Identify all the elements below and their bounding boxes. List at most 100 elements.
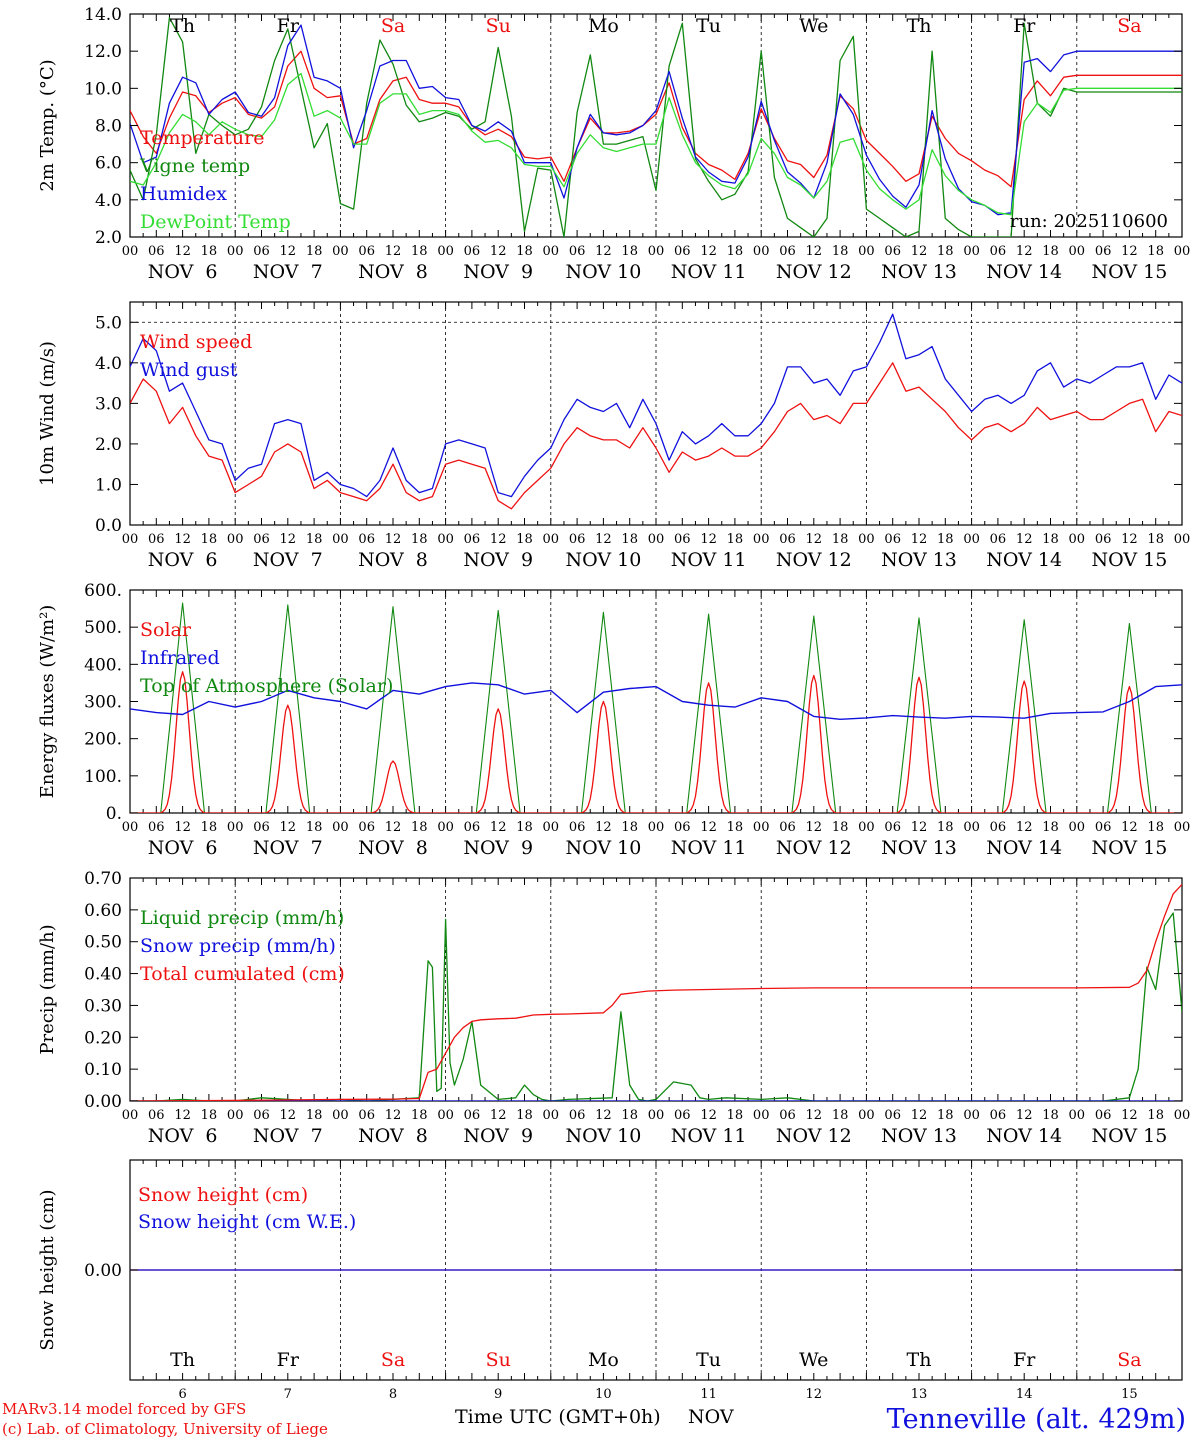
x-hour-label: 18 <box>411 820 428 835</box>
y-tick-label: 500. <box>84 618 122 638</box>
x-date-label: NOV 12 <box>776 549 852 571</box>
x-hour-label: 06 <box>253 1108 270 1123</box>
x-hour-label: 06 <box>1095 1108 1112 1123</box>
x-hour-label: 06 <box>884 1108 901 1123</box>
x-hour-label: 12 <box>174 820 191 835</box>
x-hour-label: 12 <box>280 820 297 835</box>
y-tick-label: 0.40 <box>84 965 122 985</box>
x-hour-label: 12 <box>806 244 823 259</box>
y-tick-label: 0.30 <box>84 996 122 1016</box>
legend-entry: Infrared <box>140 647 220 669</box>
x-hour-label: 00 <box>332 532 349 547</box>
weekday-label: Th <box>907 15 932 37</box>
x-hour-label: 18 <box>832 820 849 835</box>
x-hour-label: 06 <box>674 244 691 259</box>
weekday-label: Th <box>170 1349 195 1371</box>
x-hour-label: 18 <box>832 1108 849 1123</box>
y-tick-label: 14.0 <box>84 5 122 25</box>
x-hour-label: 18 <box>937 532 954 547</box>
x-hour-label: 00 <box>227 820 244 835</box>
x-hour-label: 12 <box>1016 820 1033 835</box>
x-hour-label: 18 <box>306 820 323 835</box>
x-hour-label: 12 <box>806 1108 823 1123</box>
temperatureline <box>130 50 1182 188</box>
wind-speedline <box>130 362 1182 510</box>
x-date-label: NOV 15 <box>1091 549 1167 571</box>
day-number: 7 <box>284 1387 292 1402</box>
x-hour-label: 12 <box>700 820 717 835</box>
weekday-label: Fr <box>277 15 300 37</box>
y-tick-label: 4.0 <box>95 354 122 374</box>
day-number: 8 <box>389 1387 397 1402</box>
weekday-label: We <box>799 15 828 37</box>
x-hour-label: 18 <box>937 1108 954 1123</box>
x-date-label: NOV 7 <box>253 261 323 283</box>
x-date-label: NOV 7 <box>253 837 323 859</box>
x-hour-label: 18 <box>201 1108 218 1123</box>
x-hour-label: 00 <box>122 1108 139 1123</box>
legend-entry: Solar <box>140 619 192 641</box>
x-hour-label: 12 <box>806 532 823 547</box>
y-tick-label: 0.00 <box>84 1261 122 1281</box>
x-hour-label: 06 <box>884 820 901 835</box>
legend-entry: Liquid precip (mm/h) <box>140 907 344 929</box>
x-hour-label: 18 <box>832 244 849 259</box>
x-hour-label: 00 <box>437 820 454 835</box>
x-hour-label: 18 <box>201 244 218 259</box>
x-axis-title: Time UTC (GMT+0h) <box>455 1406 661 1428</box>
x-hour-label: 18 <box>306 1108 323 1123</box>
y-axis-label: Precip (mm/h) <box>37 924 58 1054</box>
plot-frame <box>129 301 1183 526</box>
x-date-label: NOV 10 <box>565 1125 641 1147</box>
x-hour-label: 06 <box>884 532 901 547</box>
x-hour-label: 00 <box>963 1108 980 1123</box>
x-date-label: NOV 13 <box>881 549 957 571</box>
x-hour-label: 00 <box>858 532 875 547</box>
x-hour-label: 12 <box>700 1108 717 1123</box>
x-hour-label: 06 <box>779 1108 796 1123</box>
x-date-label: NOV 15 <box>1091 837 1167 859</box>
x-hour-label: 00 <box>543 532 560 547</box>
weekday-label: Sa <box>1117 15 1141 37</box>
day-number: 13 <box>911 1387 928 1402</box>
x-hour-label: 06 <box>148 820 165 835</box>
x-date-label: NOV 6 <box>148 549 218 571</box>
x-hour-label: 12 <box>174 244 191 259</box>
weekday-label: Mo <box>588 15 619 37</box>
x-hour-label: 18 <box>516 1108 533 1123</box>
weekday-label: Sa <box>1117 1349 1141 1371</box>
panel-wind: 0.0 1.0 2.0 3.0 4.0 5.0 10m Wind (m/s) 00 06 12 18… <box>37 301 1190 571</box>
x-hour-label: 12 <box>490 820 507 835</box>
footer: MARv3.14 model forced by GFS (c) Lab. of … <box>2 1400 1186 1438</box>
day-number: 10 <box>595 1387 612 1402</box>
x-date-label: NOV 7 <box>253 1125 323 1147</box>
x-hour-label: 00 <box>753 820 770 835</box>
y-tick-label: 6.0 <box>95 154 122 174</box>
x-hour-label: 12 <box>911 244 928 259</box>
legend-entry: DewPoint Temp <box>140 211 291 233</box>
y-tick-label: 8.0 <box>95 117 122 137</box>
legend-entry: Temperature <box>140 127 264 149</box>
x-hour-label: 00 <box>648 532 665 547</box>
y-tick-label: 0.50 <box>84 933 122 953</box>
x-hour-label: 00 <box>858 244 875 259</box>
day-number: 12 <box>806 1387 823 1402</box>
x-hour-label: 00 <box>122 532 139 547</box>
y-axis-label: 10m Wind (m/s) <box>37 341 58 486</box>
x-hour-label: 12 <box>385 1108 402 1123</box>
legend-entry: Wind speed <box>140 331 252 353</box>
x-hour-label: 06 <box>990 532 1007 547</box>
y-tick-label: 0.20 <box>84 1028 122 1048</box>
x-hour-label: 18 <box>937 820 954 835</box>
x-date-label: NOV 10 <box>565 837 641 859</box>
legend-entry: Humidex <box>140 183 227 205</box>
x-hour-label: 12 <box>1016 532 1033 547</box>
x-date-label: NOV 15 <box>1091 261 1167 283</box>
x-hour-label: 00 <box>1069 1108 1086 1123</box>
x-hour-label: 00 <box>963 244 980 259</box>
x-hour-label: 06 <box>148 1108 165 1123</box>
y-tick-label: 0.0 <box>95 516 122 536</box>
x-hour-label: 00 <box>648 244 665 259</box>
day-number: 11 <box>700 1387 717 1402</box>
x-date-label: NOV 11 <box>671 1125 747 1147</box>
